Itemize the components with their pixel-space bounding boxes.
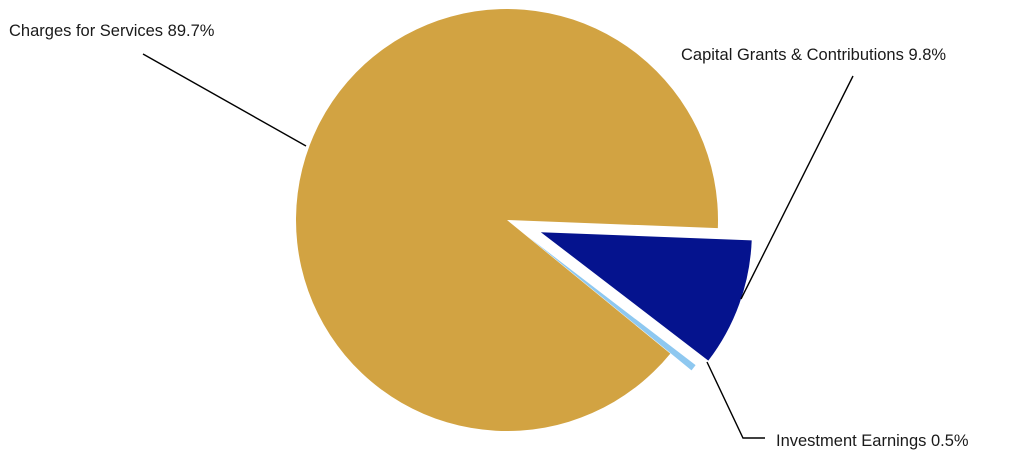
leader-line-charges xyxy=(142,53,307,147)
leader-line-capital-grants xyxy=(740,75,854,300)
pie-slice-investment xyxy=(528,236,696,371)
slice-label-charges: Charges for Services 89.7% xyxy=(9,22,215,40)
pie-slice-capital-grants xyxy=(540,232,752,361)
slice-label-investment: Investment Earnings 0.5% xyxy=(776,432,969,450)
pie-slice-charges xyxy=(296,8,718,431)
slice-labels: Charges for Services 89.7% Capital Grant… xyxy=(9,22,969,450)
pie-slices xyxy=(296,8,752,431)
slice-label-capital-grants: Capital Grants & Contributions 9.8% xyxy=(681,46,946,64)
leader-line-investment xyxy=(706,361,765,439)
leader-lines xyxy=(142,53,854,439)
